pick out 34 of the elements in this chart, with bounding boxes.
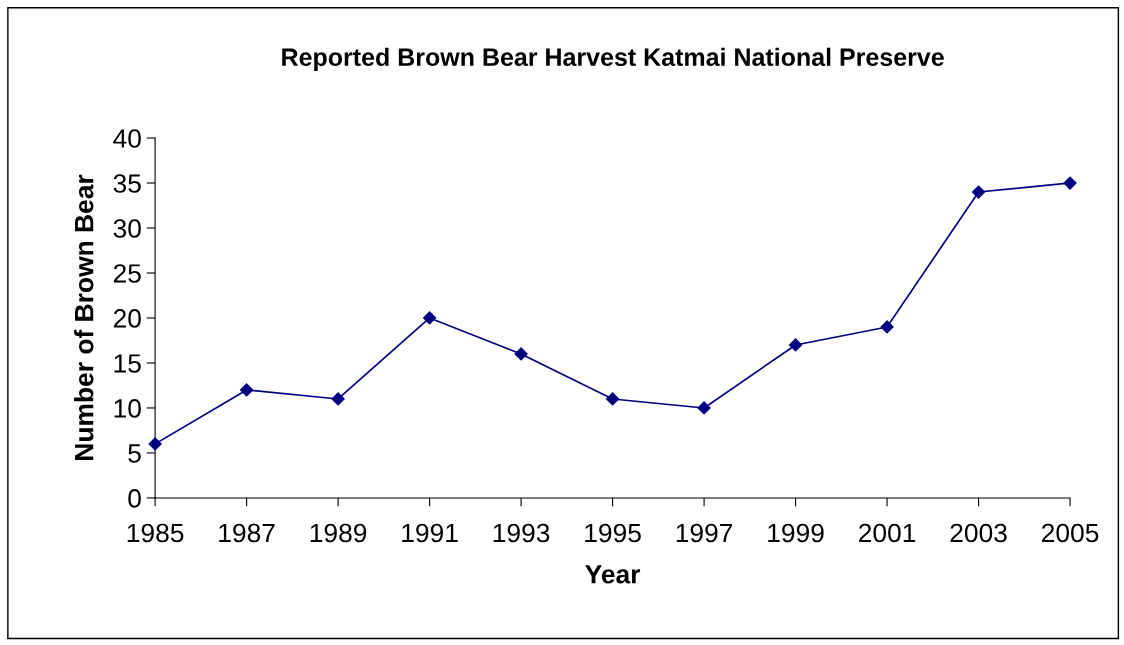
y-tick-label: 10	[114, 399, 141, 418]
point	[1063, 176, 1077, 190]
x-tick-label: 1995	[585, 523, 641, 543]
point	[697, 401, 711, 415]
x-tick-label: 1997	[676, 523, 733, 543]
x-tick-label: 2001	[859, 523, 916, 543]
y-tick-label: 5	[128, 444, 141, 463]
x-tick-label: 1989	[310, 523, 367, 543]
y-tick-label: 35	[113, 174, 141, 193]
point	[605, 392, 620, 406]
x-tick-label: 2005	[1042, 523, 1099, 543]
chart-title: Reported Brown Bear Harvest Katmai National Preserve	[282, 47, 944, 71]
x-tick-label: 2003	[950, 523, 1007, 543]
x-tick-label: 1999	[768, 523, 824, 543]
x-tick-label: 1985	[127, 523, 184, 543]
y-tick-label: 25	[113, 264, 141, 283]
point	[240, 383, 254, 397]
y-tick-label: 15	[114, 354, 141, 373]
y-tick-label: 30	[113, 219, 141, 238]
point	[423, 311, 437, 325]
y-tick-label: 0	[128, 489, 141, 508]
point	[148, 437, 162, 451]
y-tick-label: 20	[113, 309, 141, 328]
point	[880, 320, 894, 334]
point	[514, 347, 528, 361]
x-tick-label: 1991	[402, 523, 458, 543]
x-tick-label: 1987	[219, 523, 275, 543]
y-tick-label: 40	[113, 129, 141, 148]
point	[971, 185, 986, 199]
x-axis-title: Year	[585, 565, 641, 584]
point	[331, 392, 345, 406]
point	[788, 338, 803, 352]
x-tick-label: 1993	[493, 523, 550, 543]
y-axis-title: Number of Brown Bear	[74, 174, 94, 460]
